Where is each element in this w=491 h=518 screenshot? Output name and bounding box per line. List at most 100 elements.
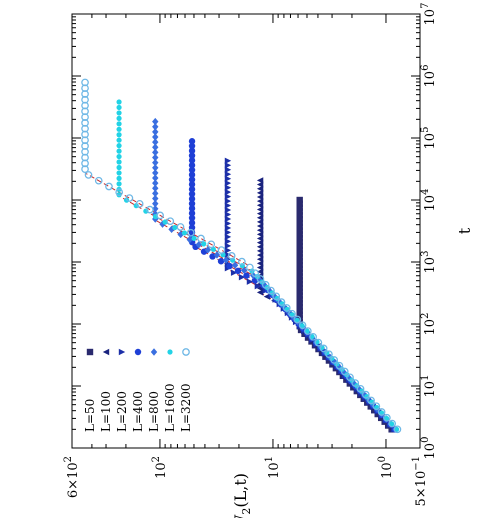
series-l-200 (224, 157, 398, 433)
data-point (188, 195, 196, 203)
data-point (238, 257, 246, 266)
data-point (224, 215, 232, 223)
data-point (296, 311, 303, 318)
data-point (152, 199, 159, 208)
data-point (322, 353, 329, 360)
data-point (296, 269, 303, 276)
data-point (314, 338, 323, 347)
data-point (116, 181, 122, 187)
data-point (296, 215, 303, 223)
legend-marker (167, 349, 173, 355)
y-tick-label: 101 (264, 456, 282, 479)
data-point (319, 344, 328, 353)
data-point (256, 231, 264, 238)
data-point (393, 425, 402, 434)
data-point (156, 211, 164, 220)
data-points (81, 78, 402, 434)
data-point (224, 238, 232, 245)
x-tick-label: 107 (420, 3, 438, 26)
data-point (188, 186, 196, 193)
data-point (296, 261, 303, 269)
data-point (146, 205, 154, 214)
data-point (256, 289, 264, 296)
data-point (254, 282, 262, 290)
data-point (224, 224, 232, 232)
data-point (186, 228, 195, 237)
data-point (116, 110, 122, 116)
data-point (377, 408, 386, 416)
data-point (296, 238, 303, 246)
data-point (188, 219, 196, 227)
x-tick-label: 101 (420, 375, 438, 398)
data-point (224, 220, 232, 227)
data-point (296, 254, 303, 261)
data-point (296, 303, 303, 311)
y-tick-label: 102 (151, 456, 169, 479)
data-point (188, 200, 196, 207)
data-point (188, 176, 196, 183)
data-point (135, 199, 144, 208)
data-point (344, 372, 350, 378)
y-tick-label: 5×10−1 (411, 456, 429, 506)
data-point (224, 197, 232, 205)
data-point (181, 230, 188, 236)
data-point (296, 223, 303, 230)
data-point (152, 169, 159, 177)
data-point (84, 171, 93, 179)
data-point (217, 258, 225, 265)
series-l-50 (296, 196, 395, 433)
plot-frame (71, 13, 421, 449)
data-point (224, 162, 232, 169)
data-point (351, 379, 360, 387)
data-point (256, 264, 264, 271)
data-point (152, 128, 159, 136)
series-l-3200 (81, 78, 402, 434)
data-point (152, 143, 159, 151)
data-point (152, 158, 159, 167)
data-point (256, 239, 264, 246)
data-point (188, 214, 196, 222)
data-point (256, 181, 264, 188)
data-point (256, 177, 264, 184)
data-point (116, 115, 122, 121)
data-point (256, 226, 264, 234)
legend-label: L=100 (99, 391, 113, 432)
data-point (152, 117, 159, 126)
data-point (256, 197, 264, 205)
data-point (176, 223, 185, 231)
data-point (188, 171, 196, 179)
data-point (188, 166, 196, 174)
data-point (188, 181, 196, 188)
data-point (296, 273, 303, 280)
data-point (325, 357, 333, 364)
data-point (256, 210, 264, 217)
legend-marker (86, 348, 94, 356)
data-point (272, 292, 281, 301)
data-point (296, 246, 303, 253)
data-point (224, 206, 232, 214)
data-point (224, 166, 232, 173)
data-point (188, 152, 196, 159)
data-point (116, 192, 122, 198)
data-point (188, 142, 196, 150)
data-point (152, 133, 159, 141)
data-point (296, 250, 303, 257)
data-point (296, 235, 303, 242)
data-point (256, 206, 264, 213)
data-point (282, 304, 291, 312)
data-point (256, 222, 264, 230)
data-point (152, 179, 159, 187)
data-point (296, 277, 303, 284)
data-point (309, 332, 317, 341)
data-point (197, 234, 205, 243)
data-point (224, 229, 232, 236)
data-point (116, 132, 122, 138)
data-point (152, 184, 159, 192)
data-point (296, 315, 303, 322)
data-point (356, 385, 365, 393)
data-point (299, 323, 305, 329)
data-point (340, 367, 349, 376)
data-point (296, 284, 303, 292)
data-point (296, 296, 303, 303)
